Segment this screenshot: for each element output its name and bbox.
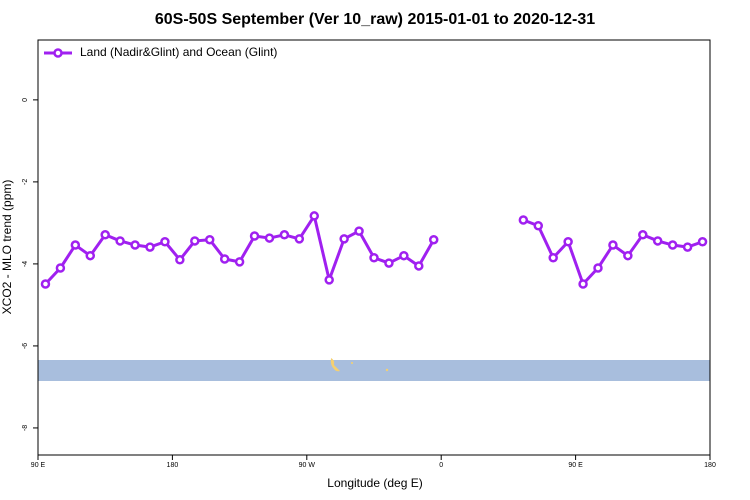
data-point: [234, 257, 245, 267]
land-shape: [330, 358, 340, 372]
data-point: [294, 234, 305, 244]
data-point: [608, 240, 618, 250]
chart-title: 60S-50S September (Ver 10_raw) 2015-01-0…: [155, 11, 595, 28]
data-point: [638, 230, 648, 240]
data-point: [175, 255, 185, 265]
data-point: [85, 250, 96, 261]
y-axis-label: XCO2 - MLO trend (ppm): [0, 180, 14, 315]
data-point: [40, 279, 51, 289]
data-point: [204, 234, 215, 245]
data-point: [145, 242, 155, 252]
data-point: [249, 231, 260, 241]
data-point: [652, 236, 663, 246]
data-point: [428, 234, 439, 245]
data-point: [548, 253, 558, 263]
data-point: [518, 215, 529, 225]
y-tick-label: -6: [22, 343, 29, 349]
y-tick-label: 0: [22, 98, 29, 102]
x-tick-label: 90 E: [568, 462, 583, 469]
map-band: [38, 360, 710, 381]
x-tick-label: 90 W: [299, 462, 316, 469]
legend-marker: [53, 48, 63, 58]
x-tick-label: 180: [167, 462, 179, 469]
data-point: [593, 263, 603, 273]
data-point: [279, 230, 290, 240]
data-point: [697, 237, 708, 247]
data-point: [578, 279, 588, 289]
x-tick-label: 0: [439, 462, 443, 469]
land-shape: [385, 368, 389, 372]
data-point: [384, 258, 394, 268]
data-point: [667, 240, 678, 250]
data-point: [55, 263, 66, 273]
data-point: [339, 234, 349, 244]
data-point: [264, 233, 275, 243]
x-axis-label: Longitude (deg E): [327, 476, 422, 490]
data-point: [130, 240, 140, 250]
legend-label: Land (Nadir&Glint) and Ocean (Glint): [80, 45, 277, 59]
data-point: [354, 226, 364, 236]
data-point: [369, 253, 379, 263]
data-point: [309, 211, 320, 221]
data-point: [324, 275, 334, 285]
y-tick-label: -2: [22, 179, 29, 185]
series-line: [44, 214, 704, 286]
plot-frame: [37, 39, 711, 456]
data-point: [70, 240, 81, 250]
land-shape: [351, 362, 353, 364]
x-tick-label: 180: [704, 462, 716, 469]
data-point: [533, 221, 544, 231]
data-point: [100, 230, 110, 240]
data-point: [115, 236, 125, 246]
data-point: [190, 236, 200, 246]
data-point: [563, 237, 573, 247]
data-point: [160, 237, 170, 247]
data-point: [623, 250, 633, 261]
data-point: [414, 261, 424, 271]
y-tick-label: -8: [22, 425, 29, 431]
y-tick-label: -4: [22, 261, 29, 267]
data-point: [219, 254, 230, 264]
x-tick-label: 90 E: [31, 462, 46, 469]
data-point: [399, 250, 409, 261]
data-point: [682, 242, 693, 252]
